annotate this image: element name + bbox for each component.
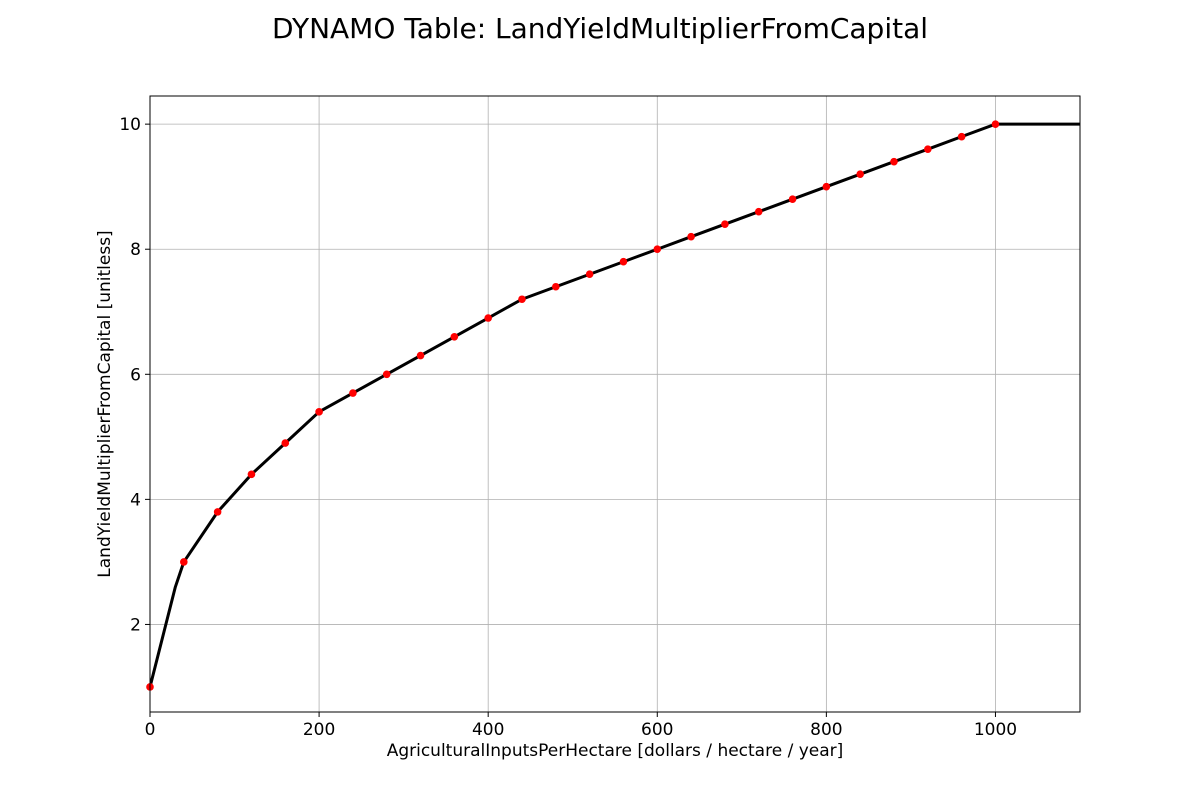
y-tick-label: 4 [130,490,141,510]
data-point [180,558,188,566]
series-line [148,122,1080,688]
data-point [754,207,763,216]
data-point [687,232,695,241]
y-tick-label: 2 [130,615,141,635]
series-layer [148,122,1080,688]
plot-frame [149,95,1081,713]
y-tick-label: 6 [130,365,141,385]
data-point [518,295,526,304]
x-tick-label: 200 [303,720,335,740]
data-point [416,351,425,360]
y-axis-label: LandYieldMultiplierFromCapital [unitless… [95,230,115,577]
data-point [450,332,459,341]
data-point [213,508,222,516]
data-point [653,245,662,254]
x-tick-label: 0 [145,720,156,740]
data-point [484,314,492,322]
y-tick-label: 10 [119,115,141,135]
x-axis-label: AgriculturalInputsPerHectare [dollars / … [387,741,844,761]
data-point [991,120,1000,128]
tick-layer: 0 200 400 600 800 1000 2 4 6 8 10 [119,115,1017,740]
data-point [788,195,797,203]
data-point [585,270,594,279]
data-point [552,282,560,291]
x-tick-label: 400 [472,720,504,740]
data-point [315,408,323,416]
data-point [721,220,729,229]
data-point [281,439,290,447]
chart-title: DYNAMO Table: LandYieldMultiplierFromCap… [272,12,928,45]
data-point [890,157,898,166]
y-tick-label: 8 [130,240,141,260]
data-point [957,132,966,141]
x-tick-label: 600 [641,720,673,740]
data-point [247,470,256,479]
x-tick-label: 1000 [974,720,1017,740]
data-point [856,170,864,178]
data-point [382,370,391,379]
grid-layer [149,96,1080,712]
x-tick-label: 800 [810,720,842,740]
data-point [619,257,628,266]
marker-layer [146,120,1000,691]
data-point [349,389,357,397]
data-point [822,182,831,191]
data-point [924,145,932,153]
